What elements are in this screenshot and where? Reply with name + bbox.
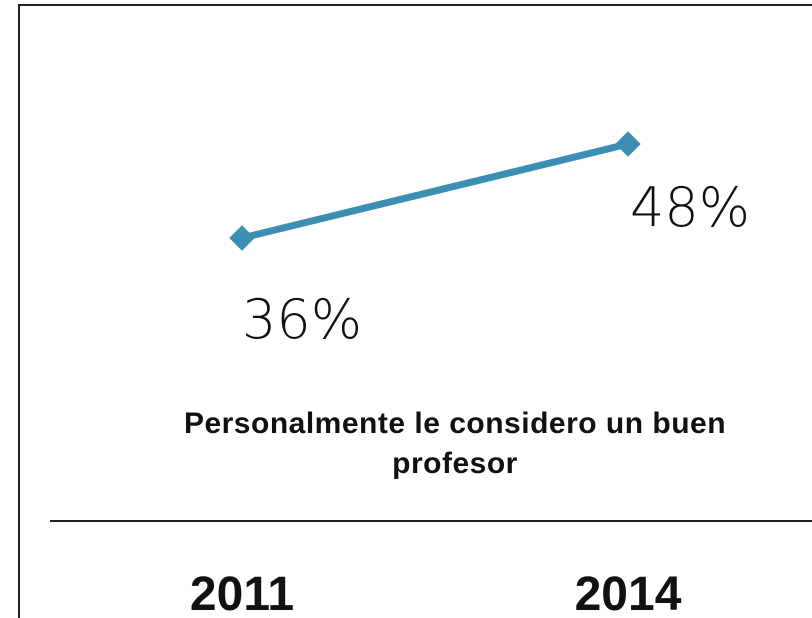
x-tick-label: 2014	[575, 568, 682, 618]
line	[241, 140, 629, 242]
value-label: 36%	[242, 288, 362, 351]
value-label: 48%	[630, 176, 750, 239]
x-tick-label: 2011	[190, 568, 294, 618]
frame	[18, 4, 812, 618]
marker	[615, 131, 641, 157]
chart-title: Personalmente le considero un buen profe…	[183, 407, 727, 480]
marker	[229, 225, 255, 251]
